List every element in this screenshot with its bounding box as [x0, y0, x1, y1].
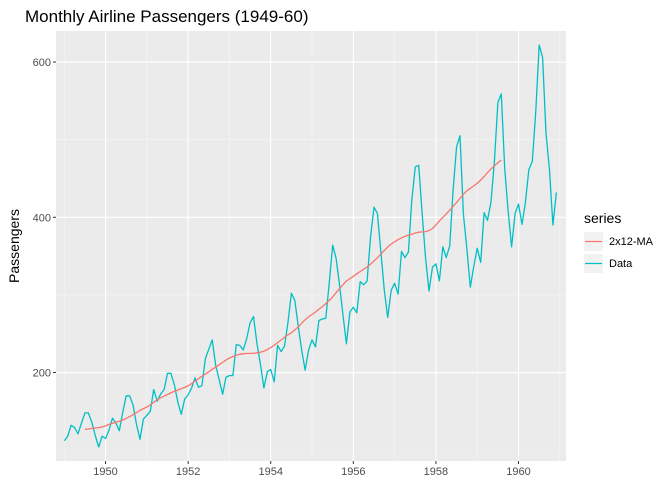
minor-gridlines [56, 31, 566, 461]
legend-title: series [584, 210, 621, 226]
y-axis-title: Passengers [6, 209, 22, 283]
series-line-0 [84, 159, 502, 430]
legend-label: Data [609, 258, 633, 270]
x-tick-label: 1952 [176, 466, 200, 478]
x-tick-label: 1958 [424, 466, 448, 478]
x-tick-label: 1954 [258, 466, 282, 478]
series-line-1 [63, 44, 558, 448]
major-gridlines [56, 31, 566, 461]
axis-ticks: 1950 1952 1954 1956 1958 1960 200 400 600 [33, 57, 531, 478]
legend: series 2x12-MA Data [584, 210, 654, 273]
y-tick-label: 600 [33, 57, 51, 69]
x-tick-label: 1956 [341, 466, 365, 478]
chart-title: Monthly Airline Passengers (1949-60) [25, 7, 308, 26]
x-tick-label: 1960 [506, 466, 530, 478]
series-lines [63, 44, 558, 448]
y-tick-label: 200 [33, 368, 51, 380]
legend-label: 2x12-MA [609, 236, 654, 248]
y-tick-label: 400 [33, 212, 51, 224]
plot-panel [56, 31, 566, 461]
x-tick-label: 1950 [93, 466, 117, 478]
